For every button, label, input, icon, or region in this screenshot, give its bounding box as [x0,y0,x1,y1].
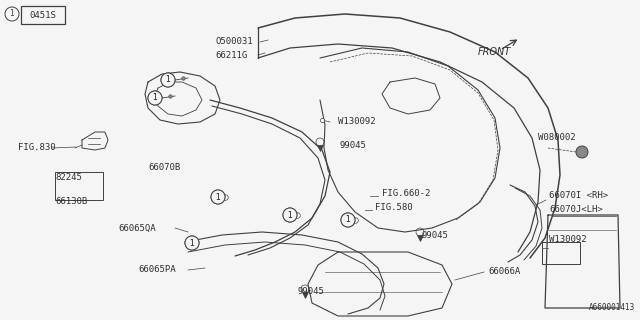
Text: 1: 1 [216,193,220,202]
Text: W130092: W130092 [338,117,376,126]
Text: 1: 1 [166,76,170,84]
Text: FIG.580: FIG.580 [375,204,413,212]
Text: 66070I <RH>: 66070I <RH> [549,191,608,201]
Text: 1: 1 [189,238,195,247]
Bar [542,242,580,264]
Circle shape [283,208,297,222]
Text: 1: 1 [10,10,14,19]
Circle shape [185,236,199,250]
Text: 66211G: 66211G [215,51,247,60]
Text: 82245: 82245 [55,173,82,182]
Text: FIG.660-2: FIG.660-2 [382,188,430,197]
Text: W130092: W130092 [549,236,587,244]
Text: 66070B: 66070B [148,164,180,172]
Text: 99045: 99045 [422,230,449,239]
Text: FIG.830: FIG.830 [18,143,56,153]
Text: 99045: 99045 [298,287,325,297]
Text: 1: 1 [189,238,195,247]
Circle shape [283,208,297,222]
Circle shape [148,91,162,105]
Text: 1: 1 [152,93,157,102]
Circle shape [161,73,175,87]
Circle shape [341,213,355,227]
Text: O500031: O500031 [215,37,253,46]
Text: 66065PA: 66065PA [138,266,175,275]
Circle shape [211,190,225,204]
Text: 1: 1 [346,215,350,225]
Circle shape [148,91,162,105]
Text: 66130B: 66130B [55,197,87,206]
Text: 1: 1 [346,215,350,225]
Text: W080002: W080002 [538,133,575,142]
Text: 99045: 99045 [340,140,367,149]
Circle shape [341,213,355,227]
Text: 66066A: 66066A [488,268,520,276]
Circle shape [576,146,588,158]
Circle shape [161,73,175,87]
Bar [55,172,103,200]
Text: 66070J<LH>: 66070J<LH> [549,204,603,213]
Text: 0451S: 0451S [29,11,56,20]
Circle shape [185,236,199,250]
Text: 66065QA: 66065QA [118,223,156,233]
Text: 1: 1 [166,76,170,84]
Text: 1: 1 [152,93,157,102]
Circle shape [5,7,19,21]
Circle shape [211,190,225,204]
Text: 1: 1 [287,211,292,220]
FancyBboxPatch shape [21,6,65,24]
Text: A660001413: A660001413 [589,303,635,312]
Text: 1: 1 [287,211,292,220]
Text: 1: 1 [216,193,220,202]
Text: FRONT: FRONT [478,47,511,57]
